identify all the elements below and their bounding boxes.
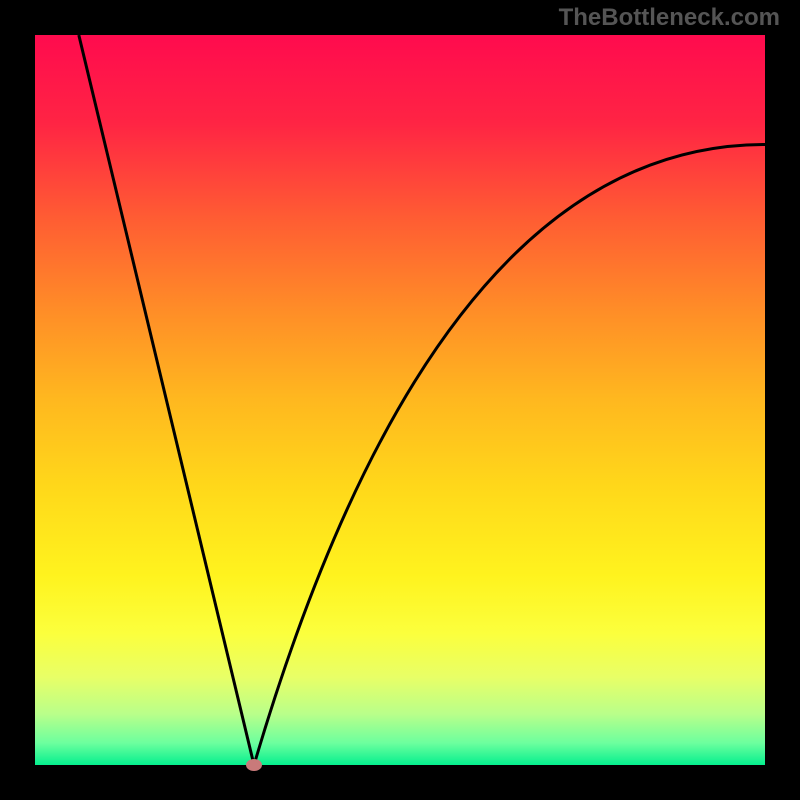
watermark-text: TheBottleneck.com <box>559 4 780 32</box>
curve-right-branch <box>254 145 765 766</box>
plot-area <box>35 35 765 765</box>
bottleneck-curve <box>35 35 765 765</box>
minimum-marker <box>246 759 262 771</box>
curve-left-branch <box>79 35 254 765</box>
